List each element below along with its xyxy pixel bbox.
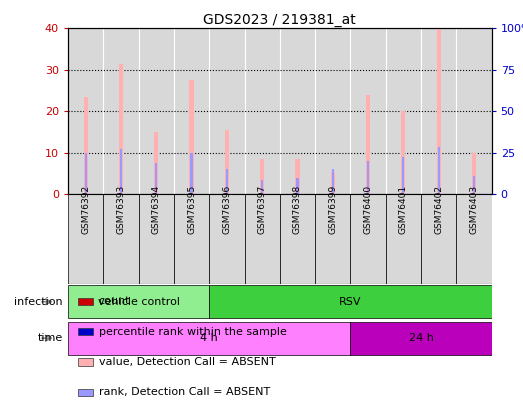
Bar — [139, 28, 174, 194]
Bar — [78, 389, 93, 396]
Bar — [385, 28, 421, 194]
Text: count: count — [98, 296, 130, 306]
Bar — [350, 194, 385, 284]
Text: value, Detection Call = ABSENT: value, Detection Call = ABSENT — [98, 357, 275, 367]
Bar — [280, 28, 315, 194]
Text: vehicle control: vehicle control — [98, 297, 179, 307]
Bar — [68, 28, 104, 194]
Bar — [209, 28, 244, 194]
Text: 24 h: 24 h — [408, 333, 434, 343]
Bar — [154, 132, 158, 194]
Bar — [155, 163, 157, 194]
Bar — [174, 28, 209, 194]
Bar — [209, 194, 244, 284]
Bar — [315, 28, 350, 194]
Text: GSM76400: GSM76400 — [363, 185, 372, 234]
Text: RSV: RSV — [339, 297, 362, 307]
Bar — [350, 322, 492, 355]
Text: GSM76395: GSM76395 — [187, 185, 196, 234]
Bar — [174, 194, 209, 284]
Text: GSM76397: GSM76397 — [258, 185, 267, 234]
Bar — [261, 180, 263, 194]
Bar — [68, 322, 350, 355]
Bar — [68, 194, 104, 284]
Bar — [78, 358, 93, 366]
Text: rank, Detection Call = ABSENT: rank, Detection Call = ABSENT — [98, 388, 270, 397]
Bar — [119, 64, 123, 194]
Bar — [260, 159, 264, 194]
Bar — [209, 285, 492, 318]
Text: GSM76399: GSM76399 — [328, 185, 337, 234]
Bar — [189, 80, 194, 194]
Text: GSM76398: GSM76398 — [293, 185, 302, 234]
Text: GSM76401: GSM76401 — [399, 185, 408, 234]
Bar — [315, 194, 350, 284]
Text: percentile rank within the sample: percentile rank within the sample — [98, 327, 287, 337]
Bar — [85, 153, 87, 194]
Bar — [225, 130, 229, 194]
Bar — [366, 95, 370, 194]
Bar — [473, 176, 475, 194]
Text: GSM76392: GSM76392 — [81, 185, 90, 234]
Bar — [226, 169, 228, 194]
Bar — [456, 194, 492, 284]
Text: GSM76394: GSM76394 — [152, 185, 161, 234]
Text: GSM76393: GSM76393 — [117, 185, 126, 234]
Bar — [367, 161, 369, 194]
Bar — [421, 194, 456, 284]
Bar — [68, 285, 209, 318]
Bar — [472, 153, 476, 194]
Bar — [78, 298, 93, 305]
Bar — [401, 111, 405, 194]
Bar — [456, 28, 492, 194]
Bar — [350, 28, 385, 194]
Text: GSM76396: GSM76396 — [222, 185, 231, 234]
Bar — [331, 172, 335, 194]
Bar — [244, 28, 280, 194]
Title: GDS2023 / 219381_at: GDS2023 / 219381_at — [203, 13, 356, 27]
Bar — [280, 194, 315, 284]
Bar — [297, 178, 299, 194]
Bar — [421, 28, 456, 194]
Bar — [437, 28, 441, 194]
Text: time: time — [38, 333, 63, 343]
Bar — [78, 328, 93, 335]
Bar — [385, 194, 421, 284]
Bar — [120, 149, 122, 194]
Bar — [104, 194, 139, 284]
Text: GSM76403: GSM76403 — [470, 185, 479, 234]
Text: GSM76402: GSM76402 — [434, 185, 443, 234]
Bar — [190, 153, 192, 194]
Bar — [244, 194, 280, 284]
Bar — [402, 157, 404, 194]
Bar — [332, 169, 334, 194]
Text: 4 h: 4 h — [200, 333, 218, 343]
Bar — [104, 28, 139, 194]
Text: infection: infection — [14, 297, 63, 307]
Bar — [438, 147, 440, 194]
Bar — [84, 97, 88, 194]
Bar — [139, 194, 174, 284]
Bar — [295, 159, 300, 194]
